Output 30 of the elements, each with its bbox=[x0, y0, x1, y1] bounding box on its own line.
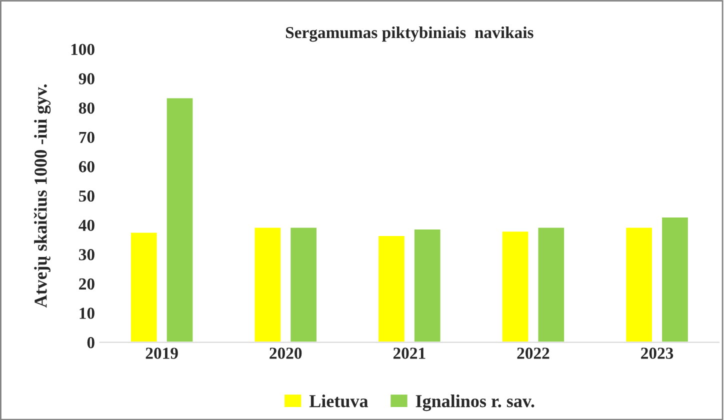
y-tick-label: 0 bbox=[87, 337, 94, 348]
bar bbox=[413, 228, 442, 342]
y-tick-label: 50 bbox=[79, 190, 94, 202]
x-tick-label: 2020 bbox=[270, 348, 302, 359]
bar bbox=[377, 234, 406, 342]
legend-label: Ignalinos r. sav. bbox=[416, 394, 534, 412]
chart-title: Sergamumas piktybiniais navikais bbox=[286, 26, 534, 42]
x-tick-label: 2019 bbox=[146, 348, 178, 359]
y-tick-label: 30 bbox=[79, 249, 94, 260]
y-tick-label: 10 bbox=[80, 308, 94, 319]
bar bbox=[165, 96, 194, 342]
y-tick-label: 80 bbox=[78, 102, 94, 114]
bar bbox=[660, 216, 690, 342]
bar bbox=[130, 231, 158, 342]
x-tick-label: 2021 bbox=[393, 348, 426, 359]
y-tick-label: 60 bbox=[78, 161, 94, 172]
bar bbox=[536, 226, 566, 342]
y-axis-title: Atvejų skaičius 1000 -iui gyv. bbox=[34, 84, 51, 308]
legend-label: Lietuva bbox=[309, 394, 368, 408]
y-tick-label: 100 bbox=[71, 44, 94, 56]
x-tick-label: 2022 bbox=[517, 348, 550, 359]
y-tick-label: 20 bbox=[79, 278, 94, 290]
bar bbox=[624, 226, 654, 342]
bar bbox=[253, 226, 282, 342]
y-tick-label: 70 bbox=[79, 132, 94, 144]
x-tick-label: 2023 bbox=[641, 348, 674, 359]
y-tick-label: 40 bbox=[78, 220, 94, 231]
bar bbox=[500, 230, 530, 342]
bar bbox=[289, 226, 318, 342]
y-tick-label: 90 bbox=[78, 73, 94, 84]
